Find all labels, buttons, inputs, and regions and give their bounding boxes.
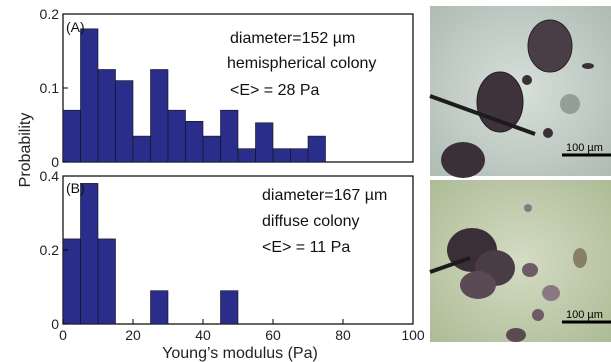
y-axis-title: Probability: [17, 113, 34, 188]
panel-a-mean-annotation: <E> = 28 Pa: [230, 82, 320, 99]
colony-small-b2: [542, 285, 560, 301]
y-tick-label-b-0.2: 0.2: [40, 242, 60, 258]
bar-a-35: [185, 121, 204, 163]
bar-a-55: [255, 122, 274, 163]
colony-small-3: [582, 63, 594, 69]
bar-a-0: [62, 109, 81, 163]
x-axis-title: Young’s modulus (Pa): [162, 345, 318, 362]
micrograph-b: 100 µm: [429, 180, 611, 342]
bar-b-5: [80, 183, 99, 325]
colony-large-upper: [527, 19, 573, 73]
panel-a-bars: [62, 28, 326, 163]
micropipette-b: [429, 256, 471, 274]
panel-b-y-ticks: 0 0.2 0.4: [40, 168, 68, 332]
panel-b-colony-annotation: diffuse colony: [262, 213, 360, 230]
bar-a-40: [202, 135, 221, 163]
scale-bar-a-label: 100 µm: [566, 142, 603, 154]
bar-a-20: [132, 135, 151, 163]
y-tick-label-a-0: 0: [51, 154, 59, 170]
bar-b-45: [220, 290, 239, 325]
bar-a-15: [115, 80, 134, 163]
colony-diffuse-3: [460, 271, 496, 299]
bar-a-30: [167, 109, 186, 163]
bar-b-0: [62, 238, 81, 325]
bar-a-45: [220, 109, 239, 163]
bar-b-25: [150, 290, 169, 325]
bar-a-60: [272, 148, 291, 163]
colony-small-b3: [532, 309, 544, 321]
colony-small-2: [543, 128, 553, 138]
colony-small-b1: [522, 263, 538, 277]
x-tick-label-60: 60: [265, 327, 281, 343]
colony-lower-left: [441, 142, 485, 178]
colony-small-b4: [506, 328, 526, 342]
panel-b-mean-annotation: <E> = 11 Pa: [262, 239, 350, 256]
y-tick-label-b-0: 0: [51, 316, 59, 332]
colony-faint: [560, 94, 580, 114]
panel-b: 0 0.2 0.4 0 20 40 60 80 100 (B) diameter=167 µm…: [40, 168, 425, 343]
panel-b-diameter-annotation: diameter=167 µm: [262, 187, 387, 204]
colony-small-1: [522, 75, 532, 85]
bar-b-10: [97, 238, 116, 325]
bar-a-70: [307, 135, 326, 163]
panel-b-bars: [62, 183, 239, 325]
bar-a-65: [290, 148, 309, 163]
x-tick-label-80: 80: [335, 327, 351, 343]
panel-a: 0 0.1 0.2 (A) diameter=152 µm hemispherica…: [40, 6, 414, 170]
micrograph-a: 100 µm: [429, 6, 611, 178]
bar-a-10: [97, 69, 116, 163]
bar-a-50: [237, 148, 256, 163]
x-tick-label-100: 100: [401, 327, 425, 343]
panel-b-x-ticks: 0 20 40 60 80 100: [59, 319, 425, 343]
colony-small-b5: [524, 204, 532, 212]
bar-a-25: [150, 69, 169, 163]
y-tick-label-b-0.4: 0.4: [40, 168, 60, 184]
scale-bar-b-label: 100 µm: [566, 309, 603, 321]
y-tick-label-a-0.2: 0.2: [40, 6, 60, 22]
debris-b: [573, 248, 587, 268]
panel-b-label: (B): [66, 180, 85, 196]
micropipette-a: [429, 94, 536, 136]
bar-a-5: [80, 28, 99, 163]
x-tick-label-0: 0: [59, 327, 67, 343]
panel-a-label: (A): [66, 19, 85, 35]
y-tick-label-a-0.1: 0.1: [40, 80, 60, 96]
panel-a-colony-annotation: hemispherical colony: [227, 55, 376, 72]
panel-a-diameter-annotation: diameter=152 µm: [230, 30, 355, 47]
panel-a-y-ticks: 0 0.1 0.2: [40, 6, 68, 170]
x-tick-label-40: 40: [195, 327, 211, 343]
x-tick-label-20: 20: [125, 327, 141, 343]
